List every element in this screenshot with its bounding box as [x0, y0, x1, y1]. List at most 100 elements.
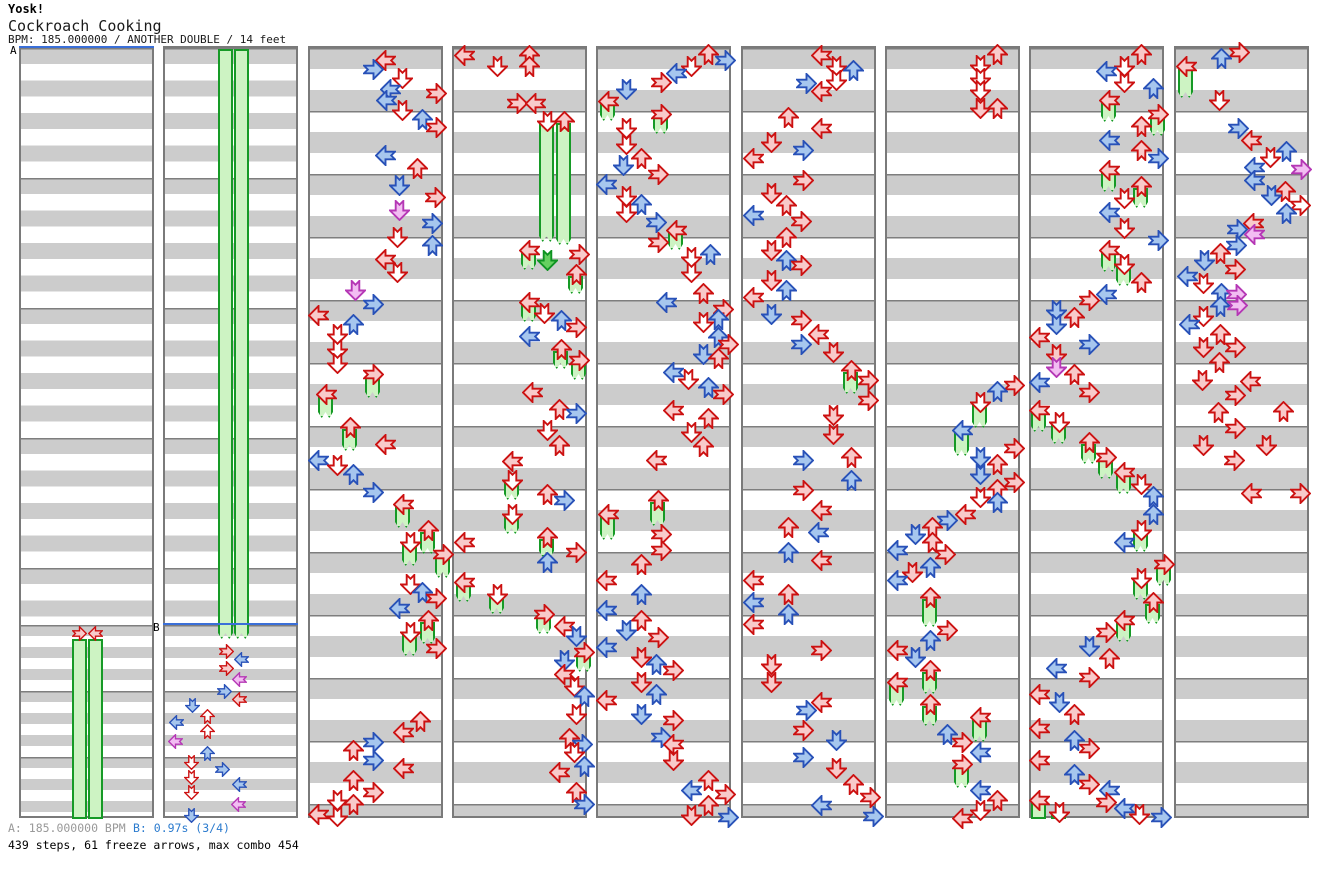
- left-arrow-icon: [1028, 749, 1050, 771]
- down-arrow-icon: [1048, 801, 1070, 823]
- left-arrow-icon: [87, 625, 103, 641]
- right-arrow-icon: [553, 489, 575, 511]
- left-arrow-icon: [453, 571, 475, 593]
- up-arrow-icon: [548, 434, 570, 456]
- down-arrow-icon: [1255, 434, 1277, 456]
- freeze-arrow-body: [88, 639, 103, 819]
- up-arrow-icon: [777, 583, 799, 605]
- down-arrow-icon: [344, 279, 366, 301]
- down-arrow-icon: [760, 671, 782, 693]
- up-arrow-icon: [1209, 323, 1231, 345]
- up-arrow-icon: [775, 226, 797, 248]
- down-arrow-icon: [969, 391, 991, 413]
- right-arrow-icon: [565, 402, 587, 424]
- song-title: Cockroach Cooking: [8, 17, 162, 35]
- up-arrow-icon: [1209, 242, 1231, 264]
- up-arrow-icon: [986, 789, 1008, 811]
- down-arrow-icon: [760, 303, 782, 325]
- right-arrow-icon: [1224, 384, 1246, 406]
- up-arrow-icon: [573, 755, 595, 777]
- left-arrow-icon: [1178, 313, 1200, 335]
- down-arrow-icon: [615, 619, 637, 641]
- up-arrow-icon: [411, 581, 433, 603]
- right-arrow-icon: [792, 719, 814, 741]
- left-arrow-icon: [392, 721, 414, 743]
- up-arrow-icon: [550, 338, 572, 360]
- up-arrow-icon: [1142, 485, 1164, 507]
- left-arrow-icon: [597, 90, 619, 112]
- up-arrow-icon: [697, 769, 719, 791]
- freeze-arrow-body: [539, 123, 554, 242]
- down-arrow-icon: [969, 79, 991, 101]
- up-arrow-icon: [630, 553, 652, 575]
- down-arrow-icon: [822, 404, 844, 426]
- right-arrow-icon: [1224, 258, 1246, 280]
- right-arrow-icon: [1003, 374, 1025, 396]
- up-arrow-icon: [842, 59, 864, 81]
- left-arrow-icon: [742, 147, 764, 169]
- down-arrow-icon: [391, 99, 413, 121]
- down-arrow-icon: [183, 784, 199, 800]
- down-arrow-icon: [184, 697, 200, 713]
- section-marker-label: B: [153, 621, 160, 634]
- right-arrow-icon: [425, 116, 447, 138]
- up-arrow-icon: [1142, 503, 1164, 525]
- right-arrow-icon: [362, 781, 384, 803]
- right-arrow-icon: [936, 509, 958, 531]
- left-arrow-icon: [231, 671, 247, 687]
- down-arrow-icon: [1113, 71, 1135, 93]
- right-arrow-icon: [1290, 158, 1312, 180]
- down-arrow-icon: [904, 646, 926, 668]
- right-arrow-icon: [573, 793, 595, 815]
- right-arrow-icon: [565, 541, 587, 563]
- down-arrow-icon: [680, 804, 702, 826]
- down-arrow-icon: [501, 469, 523, 491]
- left-arrow-icon: [524, 92, 546, 114]
- right-arrow-icon: [795, 699, 817, 721]
- up-arrow-icon: [558, 727, 580, 749]
- left-arrow-icon: [810, 117, 832, 139]
- section-b-info: B: 0.97s (3/4): [133, 821, 230, 835]
- down-arrow-icon: [183, 769, 199, 785]
- right-arrow-icon: [1289, 194, 1311, 216]
- left-arrow-icon: [518, 291, 540, 313]
- left-arrow-icon: [680, 779, 702, 801]
- down-arrow-icon: [533, 302, 555, 324]
- right-arrow-icon: [1078, 333, 1100, 355]
- right-arrow-icon: [792, 449, 814, 471]
- down-arrow-icon: [486, 55, 508, 77]
- right-arrow-icon: [424, 186, 446, 208]
- step-panel: [741, 44, 884, 827]
- left-arrow-icon: [1243, 223, 1265, 245]
- right-arrow-icon: [792, 139, 814, 161]
- left-arrow-icon: [655, 291, 677, 313]
- right-arrow-icon: [792, 169, 814, 191]
- down-arrow-icon: [1208, 89, 1230, 111]
- right-arrow-icon: [1147, 103, 1169, 125]
- left-arrow-icon: [597, 503, 619, 525]
- right-arrow-icon: [568, 349, 590, 371]
- left-arrow-icon: [742, 569, 764, 591]
- right-arrow-icon: [810, 639, 832, 661]
- up-arrow-icon: [406, 157, 428, 179]
- left-arrow-icon: [374, 248, 396, 270]
- up-arrow-icon: [1272, 400, 1294, 422]
- down-arrow-icon: [612, 154, 634, 176]
- up-arrow-icon: [1209, 295, 1231, 317]
- down-arrow-icon: [1193, 249, 1215, 271]
- up-arrow-icon: [775, 249, 797, 271]
- left-arrow-icon: [521, 381, 543, 403]
- down-arrow-icon: [615, 201, 637, 223]
- up-arrow-icon: [573, 685, 595, 707]
- down-arrow-icon: [969, 463, 991, 485]
- right-arrow-icon: [573, 641, 595, 663]
- right-arrow-icon: [792, 746, 814, 768]
- left-arrow-icon: [1098, 201, 1120, 223]
- up-arrow-icon: [645, 683, 667, 705]
- right-arrow-icon: [714, 783, 736, 805]
- right-arrow-icon: [425, 587, 447, 609]
- section-marker-line: [19, 46, 154, 48]
- up-arrow-icon: [986, 43, 1008, 65]
- up-arrow-icon: [199, 745, 215, 761]
- up-arrow-icon: [919, 556, 941, 578]
